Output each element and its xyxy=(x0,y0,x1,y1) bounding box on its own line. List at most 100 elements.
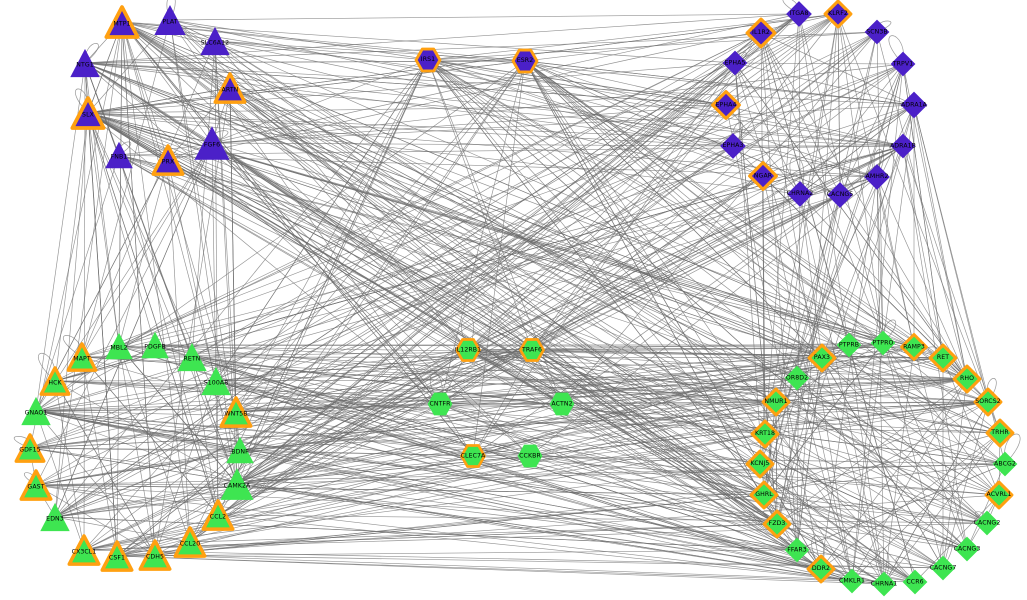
graph-node-prx[interactable]: PRX xyxy=(151,144,185,176)
graph-node-ntg1[interactable]: NTG1 xyxy=(69,47,101,79)
diamond-glyph xyxy=(711,90,741,120)
graph-node-klrf2[interactable]: KLRF2 xyxy=(823,0,853,29)
hexagon-glyph xyxy=(460,444,486,468)
graph-node-actn2[interactable]: ACTN2 xyxy=(549,391,576,418)
diamond-glyph xyxy=(954,536,980,562)
graph-node-trpv1[interactable]: TRPV1 xyxy=(890,51,917,78)
graph-node-csf1[interactable]: CSF1 xyxy=(100,540,134,572)
graph-node-s100a8[interactable]: S100A8 xyxy=(200,365,232,397)
graph-node-epha3[interactable]: EPHA3 xyxy=(719,132,747,160)
triangle-glyph xyxy=(220,468,254,500)
diamond-glyph xyxy=(928,343,958,373)
graph-node-mapt[interactable]: MAPT xyxy=(66,342,98,372)
diamond-glyph xyxy=(750,419,780,449)
graph-node-abcg2[interactable]: ABCG2 xyxy=(992,451,1019,478)
diamond-glyph xyxy=(720,133,746,159)
graph-node-ccr6[interactable]: CCR6 xyxy=(902,569,929,596)
graph-node-artn[interactable]: ARTN xyxy=(213,72,247,104)
graph-node-adra1b[interactable]: ADRA1B xyxy=(890,133,917,160)
graph-node-traf6[interactable]: TRAF6 xyxy=(519,338,545,363)
graph-node-mbl2[interactable]: MBL2 xyxy=(104,331,134,361)
triangle-glyph xyxy=(67,534,101,566)
diamond-glyph xyxy=(890,133,916,159)
graph-node-epha4[interactable]: EPHA4 xyxy=(711,90,741,120)
graph-node-plat[interactable]: PLAT xyxy=(153,3,187,37)
triangle-glyph xyxy=(138,539,172,571)
graph-node-chrna1[interactable]: CHRNA1 xyxy=(871,571,898,598)
diamond-glyph xyxy=(952,364,982,394)
hexagon-glyph xyxy=(511,48,539,74)
graph-node-ptprb[interactable]: PTPRB xyxy=(836,332,863,359)
graph-node-cntfr[interactable]: CNTFR xyxy=(427,391,454,418)
graph-node-esr2[interactable]: ESR2 xyxy=(511,48,539,74)
triangle-glyph xyxy=(173,526,207,558)
diamond-glyph xyxy=(864,19,890,45)
graph-node-acvrl1[interactable]: ACVRL1 xyxy=(984,480,1014,510)
triangle-glyph xyxy=(201,499,235,531)
graph-node-pax3[interactable]: PAX3 xyxy=(807,343,837,373)
graph-node-krt18[interactable]: KRT18 xyxy=(750,419,780,449)
graph-node-cmklr1[interactable]: CMKLR1 xyxy=(839,568,866,595)
graph-node-scn3b[interactable]: SCN3B xyxy=(864,19,891,46)
graph-node-nmur1[interactable]: NMUR1 xyxy=(761,387,791,417)
graph-node-irs1[interactable]: IRS1 xyxy=(414,47,442,73)
graph-node-kcnj5[interactable]: KCNJ5 xyxy=(745,449,775,479)
graph-node-cckbr[interactable]: CCKBR xyxy=(517,443,544,470)
graph-node-cacng5[interactable]: CACNG5 xyxy=(826,181,854,209)
triangle-glyph xyxy=(14,433,46,463)
diamond-glyph xyxy=(900,91,928,119)
diamond-glyph xyxy=(745,449,775,479)
diamond-glyph xyxy=(870,330,896,356)
graph-node-cacng3[interactable]: CACNG3 xyxy=(954,536,981,563)
graph-node-gdf15[interactable]: GDF15 xyxy=(14,433,46,463)
graph-node-cx3cl1[interactable]: CX3CL1 xyxy=(67,534,101,566)
graph-node-ccl2[interactable]: CCL2 xyxy=(201,499,235,531)
graph-node-mtp1[interactable]: MTP1 xyxy=(104,5,140,39)
graph-node-hck[interactable]: HCK xyxy=(39,366,71,396)
graph-node-ddr2[interactable]: DDR2 xyxy=(806,554,836,584)
graph-node-clec7a[interactable]: CLEC7A xyxy=(460,444,486,469)
triangle-glyph xyxy=(213,72,247,104)
triangle-glyph xyxy=(151,144,185,176)
graph-node-wnt5b[interactable]: WNT5B xyxy=(219,396,253,428)
graph-node-epha5[interactable]: EPHA5 xyxy=(722,50,749,77)
triangle-glyph xyxy=(70,96,106,130)
graph-node-ptpro[interactable]: PTPRO xyxy=(870,330,897,357)
graph-node-ghrl[interactable]: GHRL xyxy=(749,480,779,510)
diamond-glyph xyxy=(992,451,1018,477)
graph-node-cacng2[interactable]: CACNG2 xyxy=(974,510,1001,537)
graph-node-il12rb1[interactable]: IL12RB1 xyxy=(455,338,481,363)
graph-node-fgf6[interactable]: FGF6 xyxy=(193,124,231,162)
triangle-glyph xyxy=(141,331,169,359)
graph-node-itga8[interactable]: ITGA8 xyxy=(785,0,813,28)
diamond-glyph xyxy=(839,568,865,594)
diamond-glyph xyxy=(784,537,810,563)
graph-node-fnb1[interactable]: FNB1 xyxy=(104,140,134,170)
graph-node-il1r2[interactable]: IL1R2 xyxy=(745,17,777,49)
graph-node-pdgfb[interactable]: PDGFB xyxy=(140,330,170,360)
graph-node-slc6a12[interactable]: SLC6A12 xyxy=(199,25,231,57)
graph-node-edn3[interactable]: EDN3 xyxy=(39,501,71,533)
graph-node-ngar[interactable]: NGAR xyxy=(748,161,778,191)
diamond-glyph xyxy=(984,480,1014,510)
graph-node-gnao1[interactable]: GNAO1 xyxy=(20,395,52,427)
graph-node-amhr2[interactable]: AMHR2 xyxy=(863,163,891,191)
graph-node-trhr[interactable]: TRHR xyxy=(985,418,1015,448)
graph-node-cacng7[interactable]: CACNG7 xyxy=(930,555,957,582)
triangle-glyph xyxy=(104,5,140,39)
graph-node-ccl20[interactable]: CCL20 xyxy=(173,526,207,558)
graph-node-slx[interactable]: SLX xyxy=(70,96,106,130)
graph-node-adra1a[interactable]: ADRA1A xyxy=(900,91,929,120)
graph-node-ramp3[interactable]: RAMP3 xyxy=(900,333,928,361)
graph-node-cdh5[interactable]: CDH5 xyxy=(138,539,172,571)
graph-node-bdnf[interactable]: BDNF xyxy=(225,435,255,465)
graph-node-gast[interactable]: GAST xyxy=(19,469,53,501)
graph-node-camk2a[interactable]: CAMK2A xyxy=(219,466,255,502)
triangle-glyph xyxy=(40,502,70,532)
graph-node-fzd3[interactable]: FZD3 xyxy=(762,509,792,539)
diamond-glyph xyxy=(902,569,928,595)
graph-node-sorcs2[interactable]: SORCS2 xyxy=(973,387,1003,417)
graph-node-chrna2[interactable]: CHRNA2 xyxy=(786,180,814,208)
